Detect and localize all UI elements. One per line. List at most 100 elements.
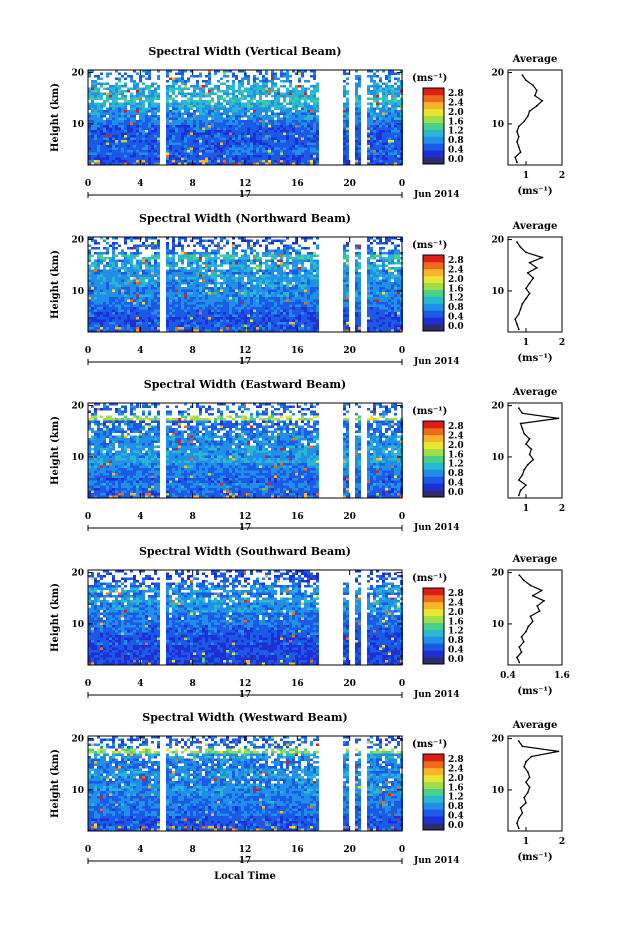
heatmap-cell bbox=[169, 252, 172, 255]
heatmap-cell bbox=[118, 145, 121, 148]
heatmap-cell bbox=[232, 280, 235, 283]
heatmap-cell bbox=[166, 300, 169, 303]
heatmap-cell bbox=[109, 325, 112, 328]
heatmap-cell bbox=[181, 83, 184, 86]
heatmap-cell bbox=[298, 138, 301, 141]
heatmap-cell bbox=[121, 113, 124, 116]
heatmap-cell bbox=[391, 143, 394, 146]
heatmap-cell bbox=[259, 158, 262, 161]
heatmap-cell bbox=[214, 262, 217, 265]
heatmap-cell bbox=[91, 130, 94, 133]
heatmap-cell bbox=[94, 145, 97, 148]
heatmap-cell bbox=[196, 282, 199, 285]
heatmap-cell bbox=[181, 93, 184, 96]
heatmap-cell bbox=[91, 305, 94, 308]
heatmap-cell bbox=[397, 80, 400, 83]
heatmap-cell bbox=[214, 275, 217, 278]
heatmap-cell bbox=[103, 128, 106, 131]
heatmap-cell bbox=[232, 108, 235, 111]
heatmap-cell bbox=[223, 282, 226, 285]
heatmap-cell bbox=[94, 325, 97, 328]
heatmap-cell bbox=[241, 295, 244, 298]
heatmap-cell bbox=[358, 115, 361, 118]
heatmap-cell bbox=[217, 270, 220, 273]
heatmap-cell bbox=[97, 138, 100, 141]
heatmap-cell bbox=[91, 322, 94, 325]
heatmap-cell bbox=[142, 103, 145, 106]
heatmap-cell bbox=[145, 240, 148, 243]
heatmap-cell bbox=[199, 277, 202, 280]
heatmap-cell bbox=[121, 98, 124, 101]
heatmap-cell bbox=[226, 260, 229, 263]
heatmap-cell bbox=[238, 148, 241, 151]
heatmap-cell bbox=[283, 73, 286, 76]
heatmap-cell bbox=[265, 73, 268, 76]
heatmap-cell bbox=[385, 83, 388, 86]
heatmap-cell bbox=[109, 270, 112, 273]
heatmap-cell bbox=[382, 130, 385, 133]
heatmap-cell bbox=[145, 108, 148, 111]
heatmap-cell bbox=[112, 302, 115, 305]
heatmap-cell bbox=[142, 307, 145, 310]
heatmap-cell bbox=[136, 128, 139, 131]
heatmap-cell bbox=[91, 103, 94, 106]
heatmap-cell bbox=[109, 128, 112, 131]
heatmap-cell bbox=[274, 143, 277, 146]
heatmap-cell bbox=[166, 327, 169, 330]
heatmap-cell bbox=[205, 270, 208, 273]
heatmap-cell bbox=[175, 245, 178, 248]
heatmap-cell bbox=[124, 290, 127, 293]
heatmap-cell bbox=[130, 158, 133, 161]
heatmap-cell bbox=[394, 105, 397, 108]
heatmap-cell bbox=[199, 322, 202, 325]
profile-frame bbox=[508, 70, 562, 165]
heatmap-cell bbox=[385, 150, 388, 153]
heatmap-cell bbox=[244, 315, 247, 318]
heatmap-cell bbox=[373, 73, 376, 76]
heatmap-cell bbox=[232, 325, 235, 328]
heatmap-cell bbox=[292, 113, 295, 116]
heatmap-cell bbox=[244, 275, 247, 278]
heatmap-cell bbox=[148, 108, 151, 111]
heatmap-cell bbox=[256, 78, 259, 81]
heatmap-cell bbox=[226, 85, 229, 88]
heatmap-cell bbox=[190, 285, 193, 288]
heatmap-cell bbox=[169, 280, 172, 283]
heatmap-cell bbox=[382, 120, 385, 123]
heatmap-cell bbox=[310, 160, 313, 163]
heatmap-cell bbox=[169, 113, 172, 116]
heatmap-cell bbox=[112, 295, 115, 298]
heatmap-cell bbox=[148, 100, 151, 103]
heatmap-cell bbox=[109, 130, 112, 133]
heatmap-cell bbox=[208, 83, 211, 86]
heatmap-cell bbox=[346, 123, 349, 126]
heatmap-cell bbox=[103, 140, 106, 143]
heatmap-cell bbox=[100, 307, 103, 310]
heatmap-cell bbox=[391, 120, 394, 123]
heatmap-cell bbox=[187, 98, 190, 101]
heatmap-cell bbox=[106, 100, 109, 103]
heatmap-cell bbox=[286, 130, 289, 133]
heatmap-cell bbox=[268, 155, 271, 158]
heatmap-cell bbox=[304, 143, 307, 146]
heatmap-cell bbox=[211, 153, 214, 156]
heatmap-cell bbox=[148, 118, 151, 121]
heatmap-cell bbox=[280, 128, 283, 131]
heatmap-cell bbox=[115, 78, 118, 81]
heatmap-cell bbox=[229, 108, 232, 111]
heatmap-cell bbox=[172, 310, 175, 313]
heatmap-cell bbox=[280, 113, 283, 116]
heatmap-cell bbox=[184, 270, 187, 273]
heatmap-cell bbox=[241, 150, 244, 153]
heatmap-cell bbox=[148, 317, 151, 320]
heatmap-cell bbox=[199, 98, 202, 101]
heatmap-cell bbox=[205, 128, 208, 131]
heatmap-cell bbox=[235, 78, 238, 81]
heatmap-cell bbox=[121, 103, 124, 106]
heatmap-cell bbox=[115, 315, 118, 318]
heatmap-cell bbox=[376, 98, 379, 101]
heatmap-cell bbox=[277, 143, 280, 146]
heatmap-cell bbox=[157, 105, 160, 108]
heatmap-cell bbox=[157, 155, 160, 158]
heatmap-cell bbox=[313, 93, 316, 96]
